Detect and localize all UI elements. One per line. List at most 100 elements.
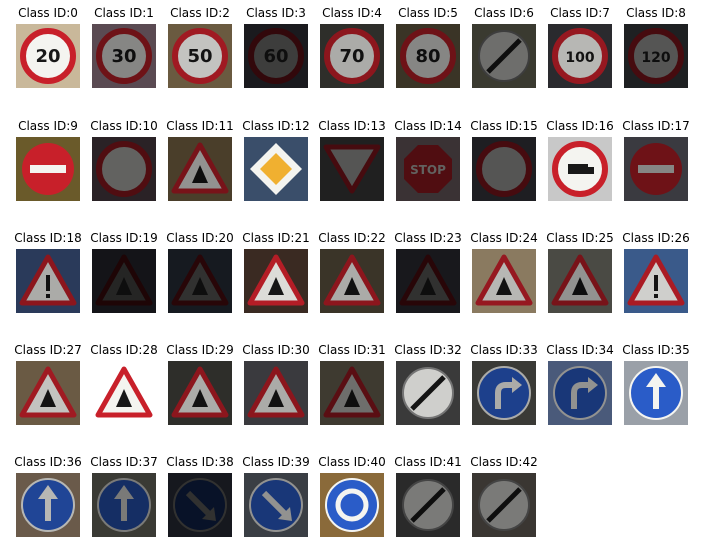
double-curve-sign-icon (244, 249, 308, 313)
class-id-label: Class ID:26 (622, 231, 690, 245)
sign-cell-35: Class ID:35 (618, 343, 694, 443)
class-id-label: Class ID:19 (90, 231, 158, 245)
go-straight-or-left-sign-icon (92, 473, 156, 537)
sign-cell-0: Class ID:0 20 (10, 6, 86, 106)
sign-cell-32: Class ID:32 (390, 343, 466, 443)
speed-limit-50-sign-icon: 50 (168, 24, 232, 88)
speed-limit-70-sign-icon: 70 (320, 24, 384, 88)
sign-cell-14: Class ID:14 STOP (390, 119, 466, 219)
sign-cell-8: Class ID:8 120 (618, 6, 694, 106)
class-id-label: Class ID:35 (622, 343, 690, 357)
class-id-label: Class ID:18 (14, 231, 82, 245)
no-trucks-sign-icon (548, 137, 612, 201)
class-id-label: Class ID:30 (242, 343, 310, 357)
class-id-label: Class ID:15 (470, 119, 538, 133)
class-id-label: Class ID:20 (166, 231, 234, 245)
svg-text:120: 120 (641, 50, 670, 66)
sign-cell-33: Class ID:33 (466, 343, 542, 443)
turn-right-ahead-sign-icon (472, 361, 536, 425)
class-id-label: Class ID:12 (242, 119, 310, 133)
class-id-label: Class ID:9 (18, 119, 78, 133)
sign-cell-23: Class ID:23 (390, 231, 466, 331)
end-no-passing-trucks-sign-icon (472, 473, 536, 537)
sign-cell-17: Class ID:17 (618, 119, 694, 219)
class-id-label: Class ID:16 (546, 119, 614, 133)
class-id-label: Class ID:40 (318, 455, 386, 469)
sign-cell-13: Class ID:13 (314, 119, 390, 219)
speed-limit-100-sign-icon: 100 (548, 24, 612, 88)
sign-cell-29: Class ID:29 (162, 343, 238, 443)
speed-limit-20-sign-icon: 20 (16, 24, 80, 88)
sign-cell-2: Class ID:2 50 (162, 6, 238, 106)
class-id-label: Class ID:31 (318, 343, 386, 357)
sign-cell-16: Class ID:16 (542, 119, 618, 219)
speed-limit-80-sign-icon: 80 (396, 24, 460, 88)
sign-cell-24: Class ID:24 (466, 231, 542, 331)
class-id-label: Class ID:27 (14, 343, 82, 357)
class-id-label: Class ID:39 (242, 455, 310, 469)
sign-cell-7: Class ID:7 100 (542, 6, 618, 106)
class-id-label: Class ID:1 (94, 6, 154, 20)
class-id-label: Class ID:32 (394, 343, 462, 357)
speed-limit-60-sign-icon: 60 (244, 24, 308, 88)
sign-cell-11: Class ID:11 (162, 119, 238, 219)
class-id-label: Class ID:10 (90, 119, 158, 133)
class-id-label: Class ID:37 (90, 455, 158, 469)
right-of-way-sign-icon (168, 137, 232, 201)
sign-cell-31: Class ID:31 (314, 343, 390, 443)
no-vehicles-sign-icon (472, 137, 536, 201)
svg-text:100: 100 (565, 50, 594, 66)
sign-cell-19: Class ID:19 (86, 231, 162, 331)
yield-sign-icon (320, 137, 384, 201)
sign-cell-4: Class ID:4 70 (314, 6, 390, 106)
traffic-signals-sign-icon (624, 249, 688, 313)
pedestrians-sign-icon (16, 361, 80, 425)
class-id-label: Class ID:3 (246, 6, 306, 20)
turn-left-ahead-sign-icon (548, 361, 612, 425)
roundabout-mandatory-sign-icon (320, 473, 384, 537)
sign-cell-18: Class ID:18 (10, 231, 86, 331)
class-id-label: Class ID:8 (626, 6, 686, 20)
sign-cell-21: Class ID:21 (238, 231, 314, 331)
class-id-label: Class ID:2 (170, 6, 230, 20)
sign-cell-26: Class ID:26 (618, 231, 694, 331)
class-id-label: Class ID:11 (166, 119, 234, 133)
sign-cell-1: Class ID:1 30 (86, 6, 162, 106)
class-id-label: Class ID:33 (470, 343, 538, 357)
no-overtaking-trucks-sign-icon (92, 137, 156, 201)
sign-cell-37: Class ID:37 (86, 455, 162, 555)
keep-right-sign-icon (168, 473, 232, 537)
svg-text:80: 80 (415, 46, 440, 67)
sign-cell-22: Class ID:22 (314, 231, 390, 331)
priority-road-sign-icon (244, 137, 308, 201)
road-work-sign-icon (548, 249, 612, 313)
sign-cell-9: Class ID:9 (10, 119, 86, 219)
class-id-label: Class ID:34 (546, 343, 614, 357)
no-entry-sign-icon (624, 137, 688, 201)
svg-text:STOP: STOP (410, 163, 446, 177)
children-crossing-sign-icon (92, 361, 156, 425)
sign-cell-36: Class ID:36 (10, 455, 86, 555)
beware-ice-snow-sign-icon (244, 361, 308, 425)
class-id-label: Class ID:36 (14, 455, 82, 469)
speed-limit-30-sign-icon: 30 (92, 24, 156, 88)
sign-cell-30: Class ID:30 (238, 343, 314, 443)
stop-sign-icon: STOP (396, 137, 460, 201)
class-id-label: Class ID:21 (242, 231, 310, 245)
sign-cell-20: Class ID:20 (162, 231, 238, 331)
end-no-passing-sign-icon (396, 473, 460, 537)
sign-cell-12: Class ID:12 (238, 119, 314, 219)
class-id-label: Class ID:5 (398, 6, 458, 20)
sign-cell-40: Class ID:40 (314, 455, 390, 555)
class-id-label: Class ID:38 (166, 455, 234, 469)
sign-cell-27: Class ID:27 (10, 343, 86, 443)
no-overtaking-sign-icon (16, 137, 80, 201)
sign-cell-25: Class ID:25 (542, 231, 618, 331)
class-id-label: Class ID:13 (318, 119, 386, 133)
class-id-label: Class ID:0 (18, 6, 78, 20)
svg-text:70: 70 (339, 46, 364, 67)
class-id-label: Class ID:7 (550, 6, 610, 20)
road-narrows-sign-icon (472, 249, 536, 313)
class-id-label: Class ID:6 (474, 6, 534, 20)
svg-text:60: 60 (263, 46, 288, 67)
